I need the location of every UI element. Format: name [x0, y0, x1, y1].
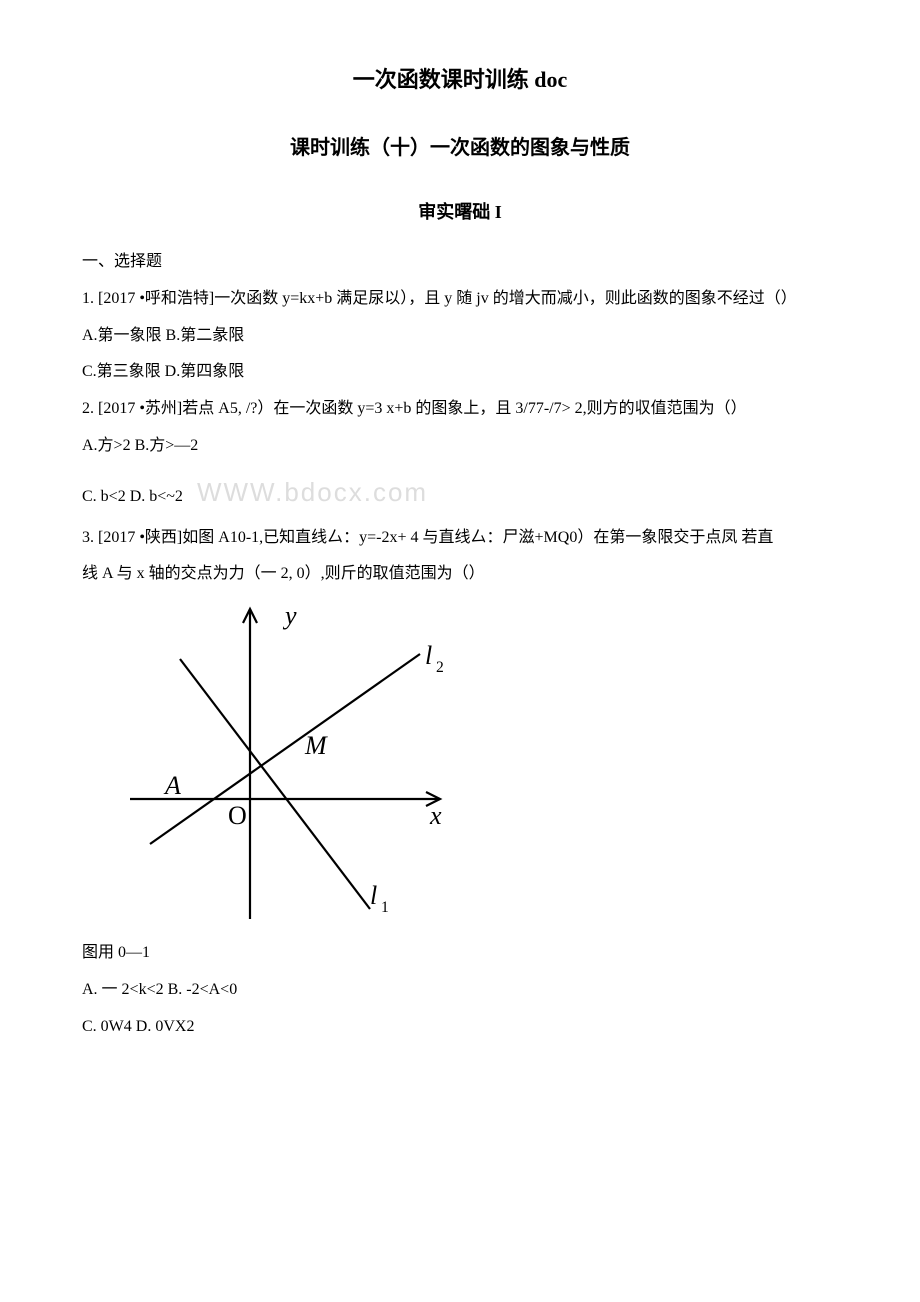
- question-1-options-cd: C.第三象限 D.第四象限: [50, 358, 870, 387]
- coordinate-diagram: yxOAMl1l2: [110, 599, 470, 929]
- section-title: 审实曙础 I: [50, 196, 870, 228]
- svg-text:l: l: [370, 881, 377, 910]
- svg-text:x: x: [429, 801, 442, 830]
- subtitle: 课时训练（十）一次函数的图象与性质: [50, 130, 870, 166]
- svg-text:2: 2: [436, 659, 444, 676]
- svg-text:A: A: [163, 771, 181, 800]
- svg-text:y: y: [282, 601, 297, 630]
- question-3-text-2: 线 A 与 x 轴的交点为力（一 2, 0）,则斤的取值范围为（）: [50, 560, 870, 589]
- question-1-options-ab: A.第一象限 B.第二彖限: [50, 322, 870, 351]
- question-3-text: 3. [2017 •陕西]如图 A10-1,已知直线厶：y=-2x+ 4 与直线…: [50, 524, 870, 553]
- section-label: 一、选择题: [50, 248, 870, 277]
- svg-text:O: O: [228, 801, 247, 830]
- diagram-figure: yxOAMl1l2: [110, 599, 870, 929]
- question-3-options-cd: C. 0W4 D. 0VX2: [50, 1013, 870, 1042]
- page-title: 一次函数课时训练 doc: [50, 60, 870, 100]
- watermark-text: WWW.bdocx.com: [197, 477, 428, 507]
- svg-text:l: l: [425, 641, 432, 670]
- svg-text:1: 1: [381, 899, 389, 916]
- question-1-text: 1. [2017 •呼和浩特]一次函数 y=kx+b 满足尿以），且 y 随 j…: [50, 285, 870, 314]
- question-2-text: 2. [2017 •苏州]若点 A5, /?）在一次函数 y=3 x+b 的图象…: [50, 395, 870, 424]
- question-2-options-ab: A.方>2 B.方>—2: [50, 432, 870, 461]
- svg-text:M: M: [304, 731, 328, 760]
- figure-caption: 图用 0—1: [50, 939, 870, 968]
- question-2-options-cd: C. b<2 D. b<~2 WWW.bdocx.com: [50, 469, 870, 516]
- q2-optc-text: C. b<2 D. b<~2: [82, 488, 183, 505]
- question-3-options-ab: A. 一 2<k<2 B. -2<A<0: [50, 976, 870, 1005]
